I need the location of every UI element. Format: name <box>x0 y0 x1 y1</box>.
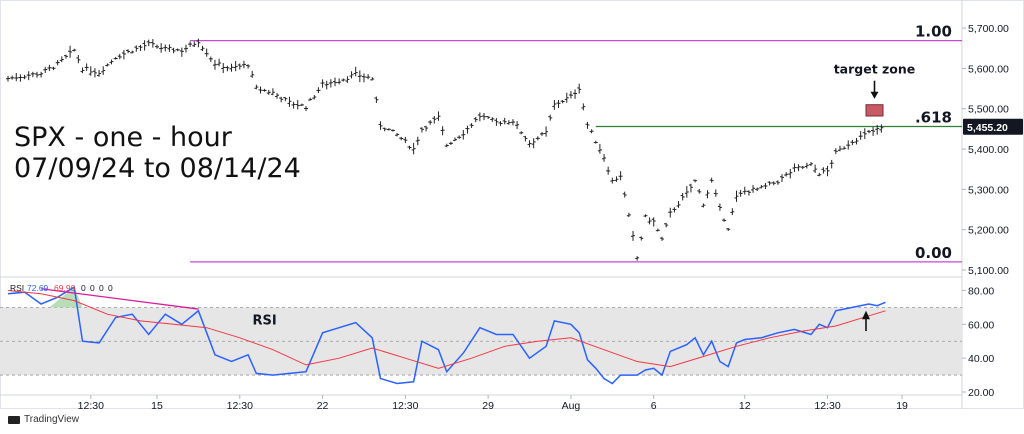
time-tick-label: 22 <box>317 400 329 412</box>
price-tick-label: 5,700.00 <box>968 23 1009 35</box>
tradingview-footer: TradingView <box>8 414 79 425</box>
fib-label-1: .618 <box>915 108 952 126</box>
time-tick-label: Aug <box>562 400 581 412</box>
chart-title-line1: SPX - one - hour <box>14 122 232 153</box>
time-tick-label: 12:30 <box>814 400 840 412</box>
price-tick-label: 5,500.00 <box>968 104 1009 116</box>
time-tick-label: 29 <box>482 400 494 412</box>
rsi-series-0 <box>7 285 886 385</box>
last-price-badge <box>963 118 1023 135</box>
fib-label-2: 0.00 <box>915 244 952 262</box>
rsi-tick-label: 20.00 <box>968 387 994 399</box>
rsi-legend-value-1: 69.96 <box>54 283 76 293</box>
chart-title: SPX - one - hour 07/09/24 to 08/14/24 <box>14 122 301 184</box>
rsi-up-arrow-icon <box>862 310 870 320</box>
rsi-legend-value-4: 0 <box>99 283 104 293</box>
rsi-legend-value-0: 72.69 <box>27 283 49 293</box>
target-zone-label: target zone <box>834 62 916 77</box>
rsi-tick-label: 80.00 <box>968 285 994 297</box>
time-tick-label: 12:30 <box>392 400 418 412</box>
rsi-legend-value-5: 0 <box>108 283 113 293</box>
time-tick-label: 19 <box>896 400 908 412</box>
time-tick-label: 6 <box>651 400 657 412</box>
rsi-tick-label: 40.00 <box>968 353 994 365</box>
time-tick-label: 15 <box>151 400 163 412</box>
price-tick-label: 5,600.00 <box>968 63 1009 75</box>
price-tick-label: 5,100.00 <box>968 265 1009 277</box>
rsi-divergence-line <box>41 288 199 310</box>
time-tick-label: 12 <box>739 400 751 412</box>
rsi-legend-value-3: 0 <box>90 283 95 293</box>
rsi-tick-label: 60.00 <box>968 319 994 331</box>
tradingview-logo-icon <box>8 415 20 424</box>
target-zone-arrow-icon <box>870 91 879 99</box>
time-tick-label: 12:30 <box>227 400 253 412</box>
last-price-label: 5,455.20 <box>967 122 1008 134</box>
price-tick-label: 5,400.00 <box>968 144 1009 156</box>
rsi-legend-name: RSI <box>10 283 24 293</box>
chart-title-line2: 07/09/24 to 08/14/24 <box>14 153 301 184</box>
rsi-legend-value-2: 0 <box>81 283 86 293</box>
rsi-series-1 <box>7 290 886 369</box>
rsi-pane-label: RSI <box>253 313 277 328</box>
target-zone-box <box>865 104 884 117</box>
time-tick-label: 12:30 <box>78 400 104 412</box>
price-tick-label: 5,300.00 <box>968 184 1009 196</box>
price-tick-label: 5,200.00 <box>968 225 1009 237</box>
tradingview-logo-text: TradingView <box>24 414 80 425</box>
fib-label-0: 1.00 <box>915 23 952 41</box>
